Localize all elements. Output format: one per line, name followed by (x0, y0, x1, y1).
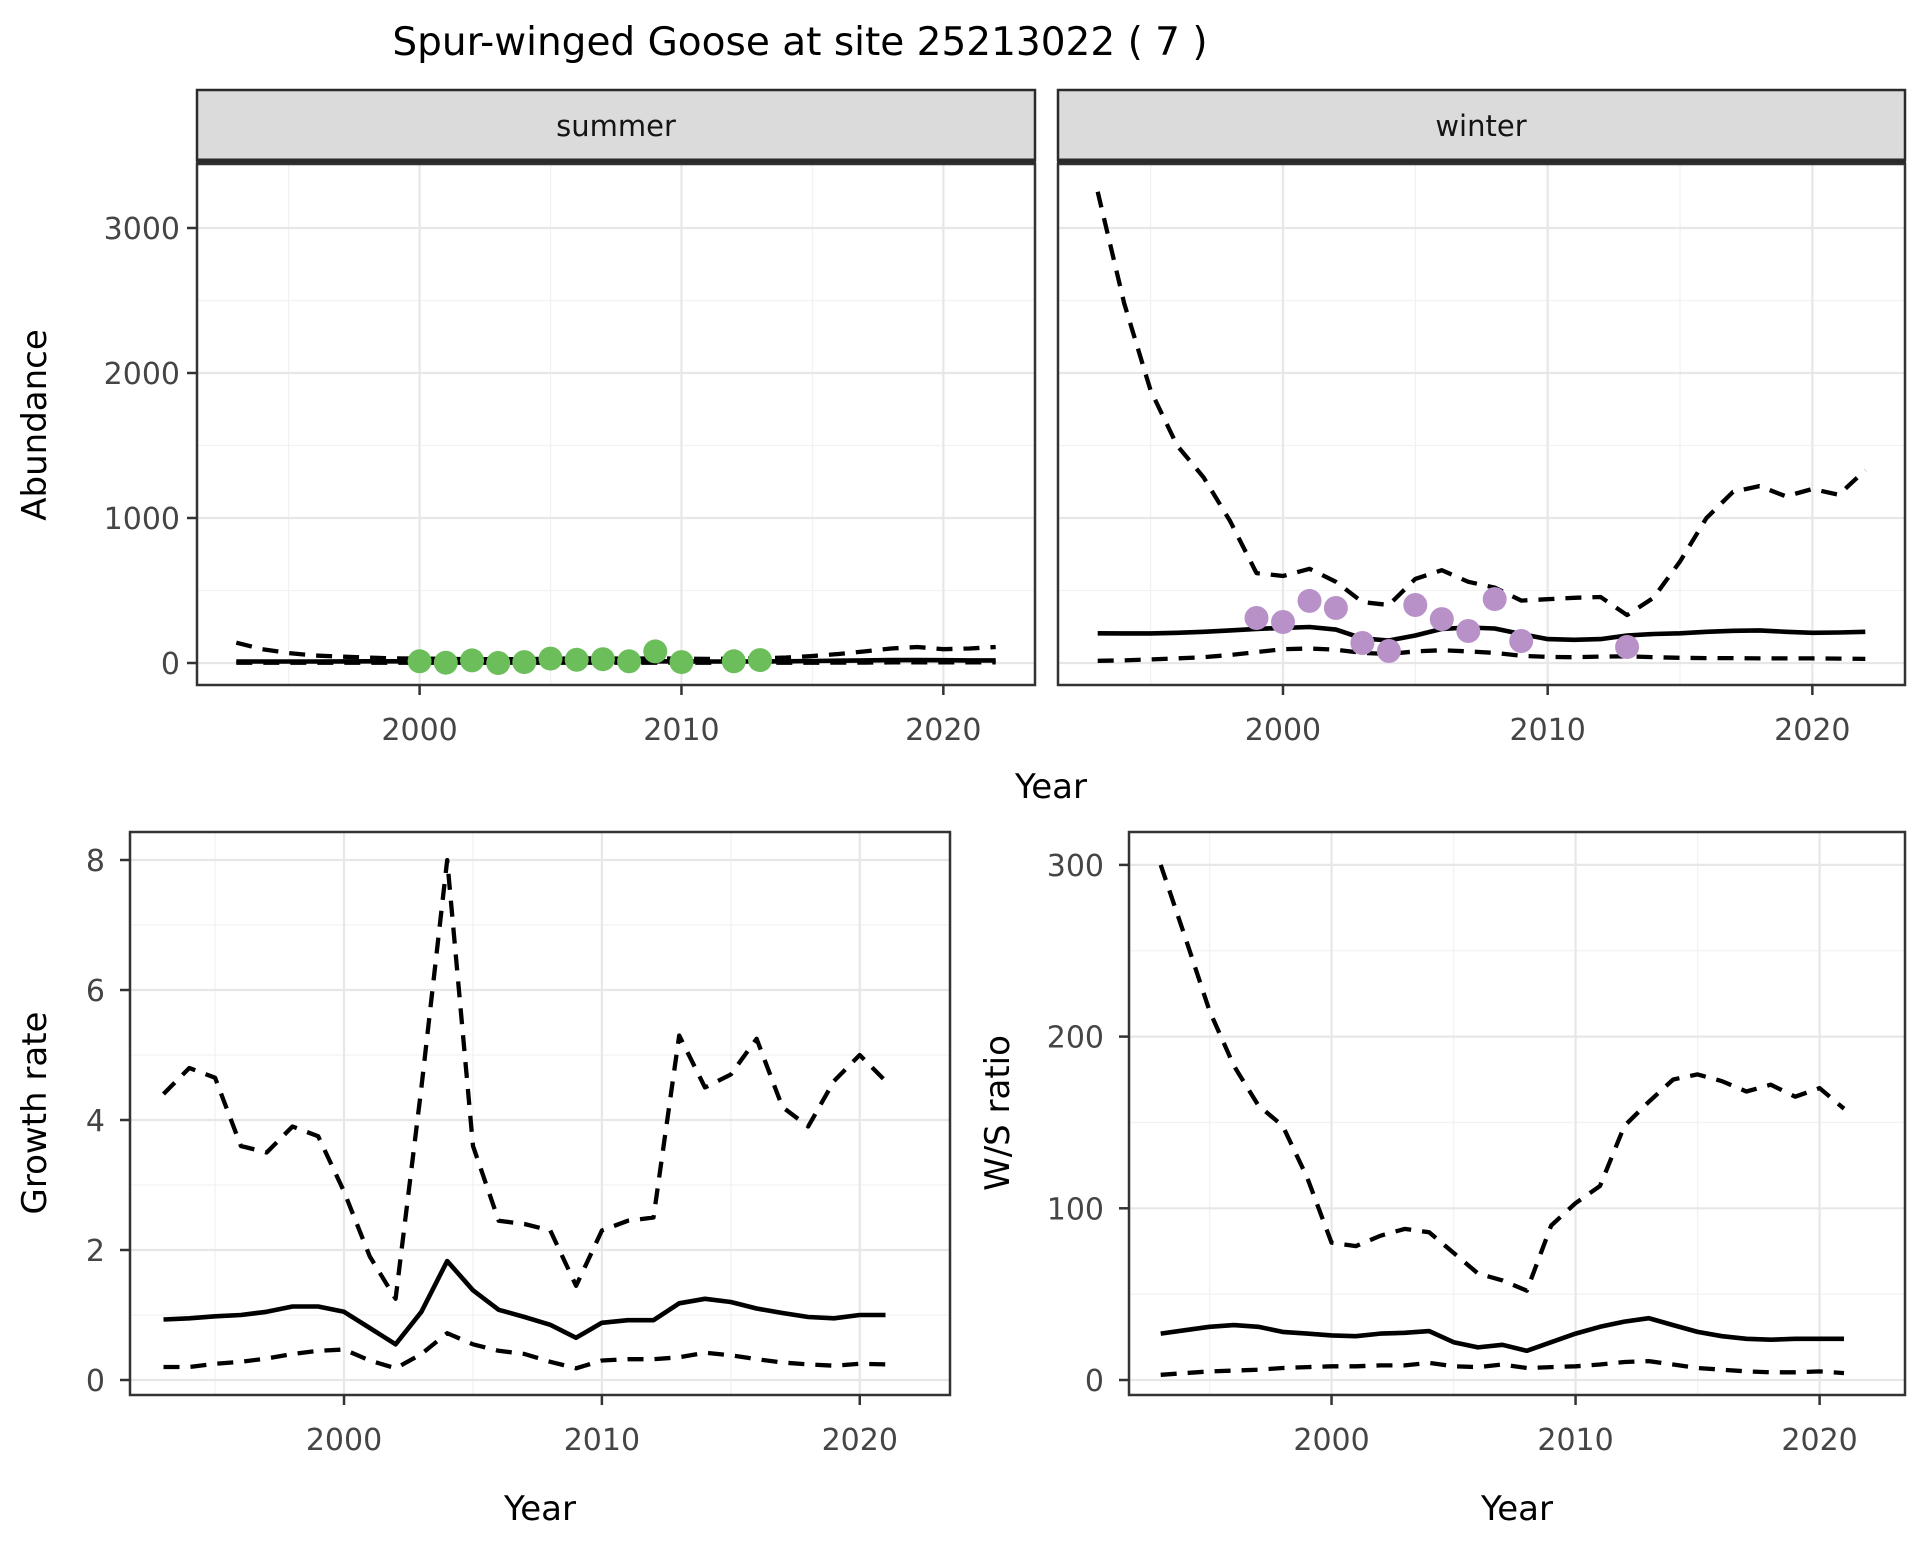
winter-observed-point (1323, 596, 1348, 620)
abundance-summer-upper-dashed-line (235, 640, 996, 662)
winter-observed-point (1615, 635, 1640, 659)
x-tick-label: 2000 (381, 713, 457, 748)
panel-bg (1058, 164, 1905, 685)
panel-border (1127, 830, 1907, 1397)
summer-observed-point (512, 650, 537, 675)
panel-border (195, 162, 1037, 687)
winter-observed-point (1376, 639, 1401, 663)
summer-observed-point (748, 648, 772, 673)
ws-ratio-lower-dashed-line (1160, 1358, 1845, 1377)
y-axis-title-growth-rate: Growth rate (15, 1012, 55, 1215)
panel-bg (130, 832, 950, 1395)
figure-title: Spur-winged Goose at site 25213022 ( 7 ) (392, 20, 1207, 65)
panel-growth-rate: 2000 2010 2020 0 2 4 6 8 (86, 830, 952, 1458)
panel-ws-ratio: 2000 2010 2020 0 100 200 300 (1047, 830, 1907, 1458)
y-tick-label: 100 (1047, 1192, 1104, 1227)
growth-rate-lower-dashed-line (163, 1331, 886, 1371)
abundance-winter-lower-dashed-line (1097, 646, 1866, 663)
winter-observed-point (1482, 587, 1507, 612)
x-axis-title-year-growth: Year (503, 1489, 576, 1529)
x-tick-label: 2000 (306, 1423, 382, 1458)
panel-abundance-summer: 2000 2010 2020 0 1000 2000 3000 (104, 162, 1037, 748)
facet-strip-winter-label: winter (1435, 109, 1526, 143)
y-tick-label: 2 (86, 1234, 105, 1269)
panel-bg (1129, 832, 1905, 1395)
x-tick-label: 2020 (905, 713, 981, 748)
y-tick-label: 6 (86, 974, 105, 1009)
winter-observed-point (1350, 631, 1375, 655)
y-tick-label: 0 (86, 1364, 105, 1399)
ws-ratio-solid-line (1160, 1315, 1844, 1354)
growth-rate-solid-line (163, 1258, 886, 1347)
y-tick-label: 8 (86, 844, 105, 879)
y-tick-label: 300 (1047, 849, 1104, 884)
y-tick-label: 3000 (104, 212, 180, 247)
winter-observed-point (1509, 629, 1534, 653)
x-tick-label: 2010 (1537, 1423, 1613, 1458)
x-tick-label: 2000 (1293, 1423, 1369, 1458)
panel-abundance-winter: 2000 2010 2020 (1056, 162, 1907, 748)
summer-observed-point (590, 647, 615, 672)
x-tick-label: 2020 (822, 1423, 898, 1458)
y-tick-label: 2000 (104, 357, 180, 392)
x-tick-label: 2020 (1781, 1423, 1857, 1458)
summer-observed-point (460, 648, 484, 673)
winter-observed-point (1297, 588, 1322, 613)
x-tick-label: 2020 (1774, 713, 1850, 748)
y-tick-label: 0 (1085, 1364, 1104, 1399)
x-tick-label: 2010 (564, 1423, 640, 1458)
summer-observed-point (564, 647, 589, 672)
y-tick-label: 0 (161, 647, 180, 682)
panel-border (128, 830, 952, 1397)
y-tick-label: 200 (1047, 1021, 1104, 1056)
x-axis-title-year-ws: Year (1480, 1489, 1553, 1529)
abundance-winter-solid-line (1097, 624, 1866, 643)
x-axis-title-year-top: Year (1014, 767, 1087, 807)
summer-observed-point (721, 649, 746, 674)
ws-ratio-upper-dashed-line (1158, 864, 1846, 1293)
y-axis-title-abundance: Abundance (15, 329, 55, 521)
summer-observed-point (643, 639, 668, 664)
winter-observed-point (1244, 606, 1269, 630)
winter-observed-point (1403, 593, 1428, 617)
summer-observed-point (538, 646, 563, 671)
facet-strip-summer: summer (195, 88, 1037, 164)
facet-strip-summer-bg (195, 88, 1037, 162)
summer-observed-point (433, 650, 458, 675)
y-axis-title-ws-ratio: W/S ratio (978, 1035, 1018, 1191)
y-tick-label: 4 (86, 1104, 105, 1139)
panel-border (1056, 162, 1907, 687)
summer-observed-point (486, 651, 511, 675)
summer-observed-point (669, 650, 694, 675)
y-tick-label: 1000 (104, 502, 180, 537)
summer-observed-point (617, 649, 642, 674)
x-tick-label: 2010 (643, 713, 719, 748)
summer-observed-point (407, 649, 432, 674)
facet-strip-winter: winter (1056, 88, 1907, 164)
growth-rate-upper-dashed-line (161, 857, 888, 1301)
x-tick-label: 2010 (1509, 713, 1585, 748)
facet-strip-summer-label: summer (556, 109, 676, 143)
winter-observed-point (1271, 610, 1295, 634)
winter-observed-point (1456, 619, 1481, 643)
winter-observed-point (1429, 607, 1454, 632)
x-tick-label: 2000 (1245, 713, 1321, 748)
panel-bg (197, 164, 1035, 685)
